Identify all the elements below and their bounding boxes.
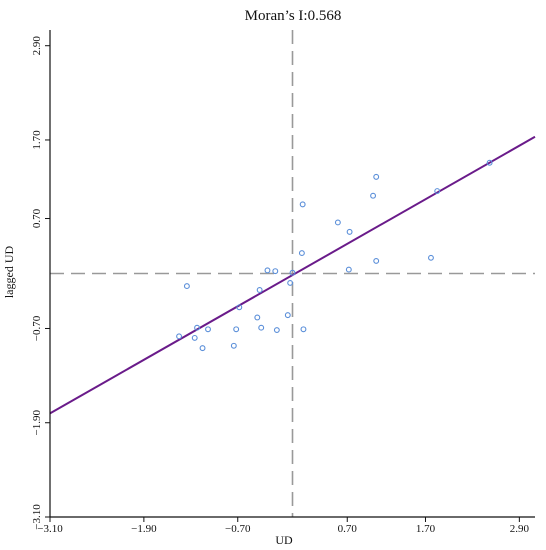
y-tick-label: −1.90: [31, 410, 43, 436]
x-axis-ticks: −3.10 −1.90 −0.70 0.70 1.70 2.90: [37, 517, 529, 535]
y-tick-label: 0.70: [31, 208, 43, 228]
data-point: [434, 188, 441, 194]
data-point: [199, 345, 206, 352]
data-point: [284, 312, 291, 319]
data-point: [486, 159, 493, 166]
data-point: [370, 192, 377, 199]
data-point: [346, 228, 353, 235]
y-tick-label: −3.10: [31, 504, 43, 530]
data-point: [373, 173, 380, 180]
x-tick-label: 1.70: [416, 523, 436, 535]
data-point: [289, 269, 296, 276]
chart-title: Moran’s I:0.568: [245, 8, 342, 24]
data-point: [334, 219, 341, 226]
y-tick-label: 2.90: [31, 36, 43, 56]
reference-lines: [50, 30, 535, 517]
data-point: [183, 283, 190, 290]
data-points: [176, 159, 493, 352]
x-tick-label: −1.90: [131, 523, 157, 535]
data-point: [264, 267, 271, 274]
x-tick-label: 2.90: [510, 523, 530, 535]
data-point: [230, 342, 237, 349]
data-point: [194, 324, 201, 331]
data-point: [287, 279, 294, 286]
y-axis-ticks: −3.10 −1.90 −0.70 0.70 1.70 2.90: [31, 36, 50, 530]
data-point: [300, 326, 307, 333]
y-tick-label: 1.70: [31, 130, 43, 150]
data-point: [254, 314, 261, 321]
data-point: [273, 327, 280, 334]
data-point: [205, 326, 211, 333]
data-point: [298, 250, 305, 257]
x-tick-label: −0.70: [225, 523, 251, 535]
data-point: [191, 334, 198, 341]
y-axis-title: lagged UD: [2, 246, 16, 299]
y-tick-label: −0.70: [31, 315, 43, 341]
x-tick-label: 0.70: [338, 523, 358, 535]
data-point: [233, 326, 240, 333]
data-point: [256, 287, 263, 293]
data-point: [258, 324, 265, 331]
data-point: [428, 254, 434, 261]
data-point: [345, 266, 352, 273]
data-point: [176, 333, 183, 340]
data-point: [272, 268, 279, 275]
data-point: [299, 201, 306, 208]
x-axis-title: UD: [275, 533, 293, 547]
axes: [49, 30, 535, 518]
x-tick-label: −3.10: [37, 523, 63, 535]
data-point: [236, 304, 243, 311]
data-point: [373, 257, 380, 264]
